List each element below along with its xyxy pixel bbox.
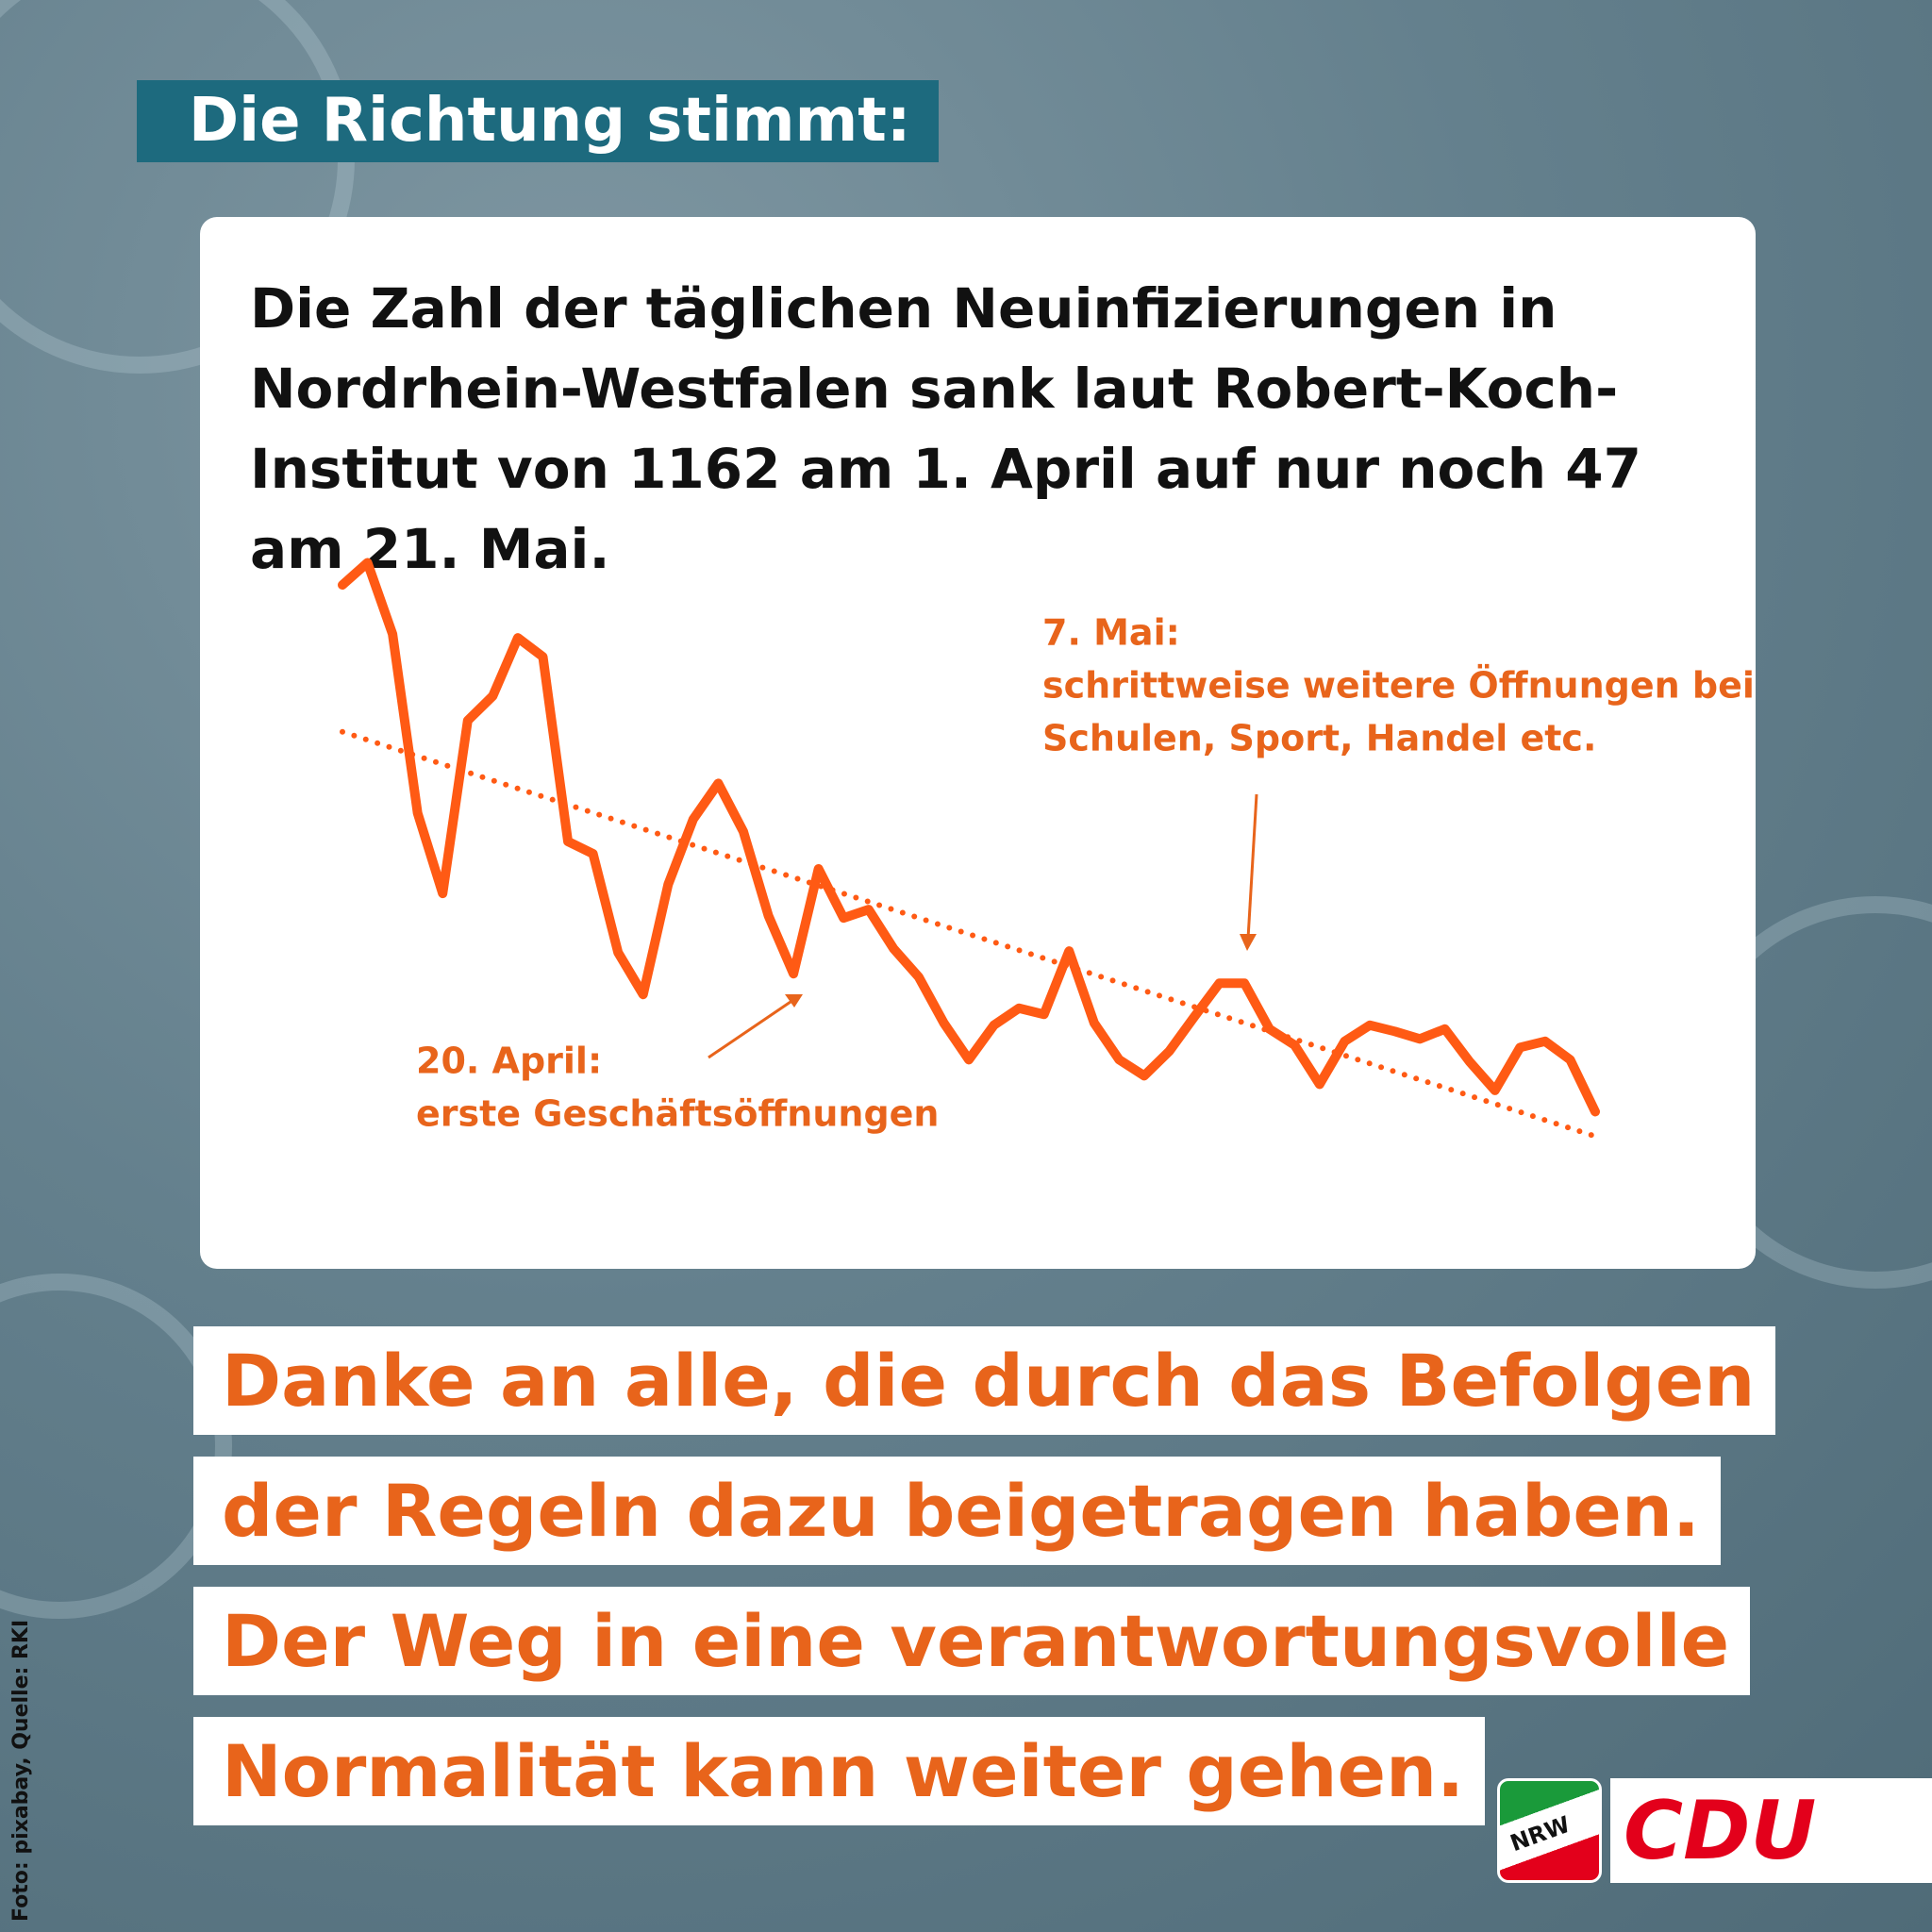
message: Danke an alle, die durch das Befolgen de…	[193, 1326, 1776, 1847]
logo-cdu: CDU	[1610, 1778, 1932, 1883]
annotation-arrow	[708, 1000, 791, 1059]
photo-credit: Foto: pixabay, Quelle: RKI	[9, 1619, 33, 1922]
chart-title: Die Zahl der täglichen Neuinfizierungen …	[250, 276, 1641, 581]
logo-nrw-text: NRW	[1507, 1810, 1574, 1857]
logo-nrw: NRW	[1497, 1778, 1602, 1883]
annotation: 20. April:	[416, 1041, 602, 1082]
logo-cdu-text: CDU	[1624, 1784, 1817, 1878]
annotation-arrowhead	[1240, 934, 1257, 951]
message-line: Der Weg in eine verantwortungsvolle	[193, 1587, 1751, 1695]
message-line: Normalität kann weiter gehen.	[193, 1717, 1485, 1825]
message-line: der Regeln dazu beigetragen haben.	[193, 1457, 1721, 1565]
trend-line	[340, 728, 1598, 1140]
message-line: Danke an alle, die durch das Befolgen	[193, 1326, 1776, 1435]
annotation: schrittweise weitere Öffnungen bei	[1042, 665, 1755, 707]
annotation: erste Geschäftsöffnungen	[416, 1093, 940, 1135]
annotation-arrow	[1246, 793, 1258, 940]
annotation: Schulen, Sport, Handel etc.	[1042, 718, 1596, 759]
chart: 7. Mai: schrittweise weitere Öffnungen be…	[338, 558, 1755, 1140]
annotation-arrowhead	[785, 994, 803, 1008]
header-title: Die Richtung stimmt:	[137, 80, 939, 162]
annotation: 7. Mai:	[1042, 612, 1180, 654]
data-line	[338, 558, 1600, 1117]
